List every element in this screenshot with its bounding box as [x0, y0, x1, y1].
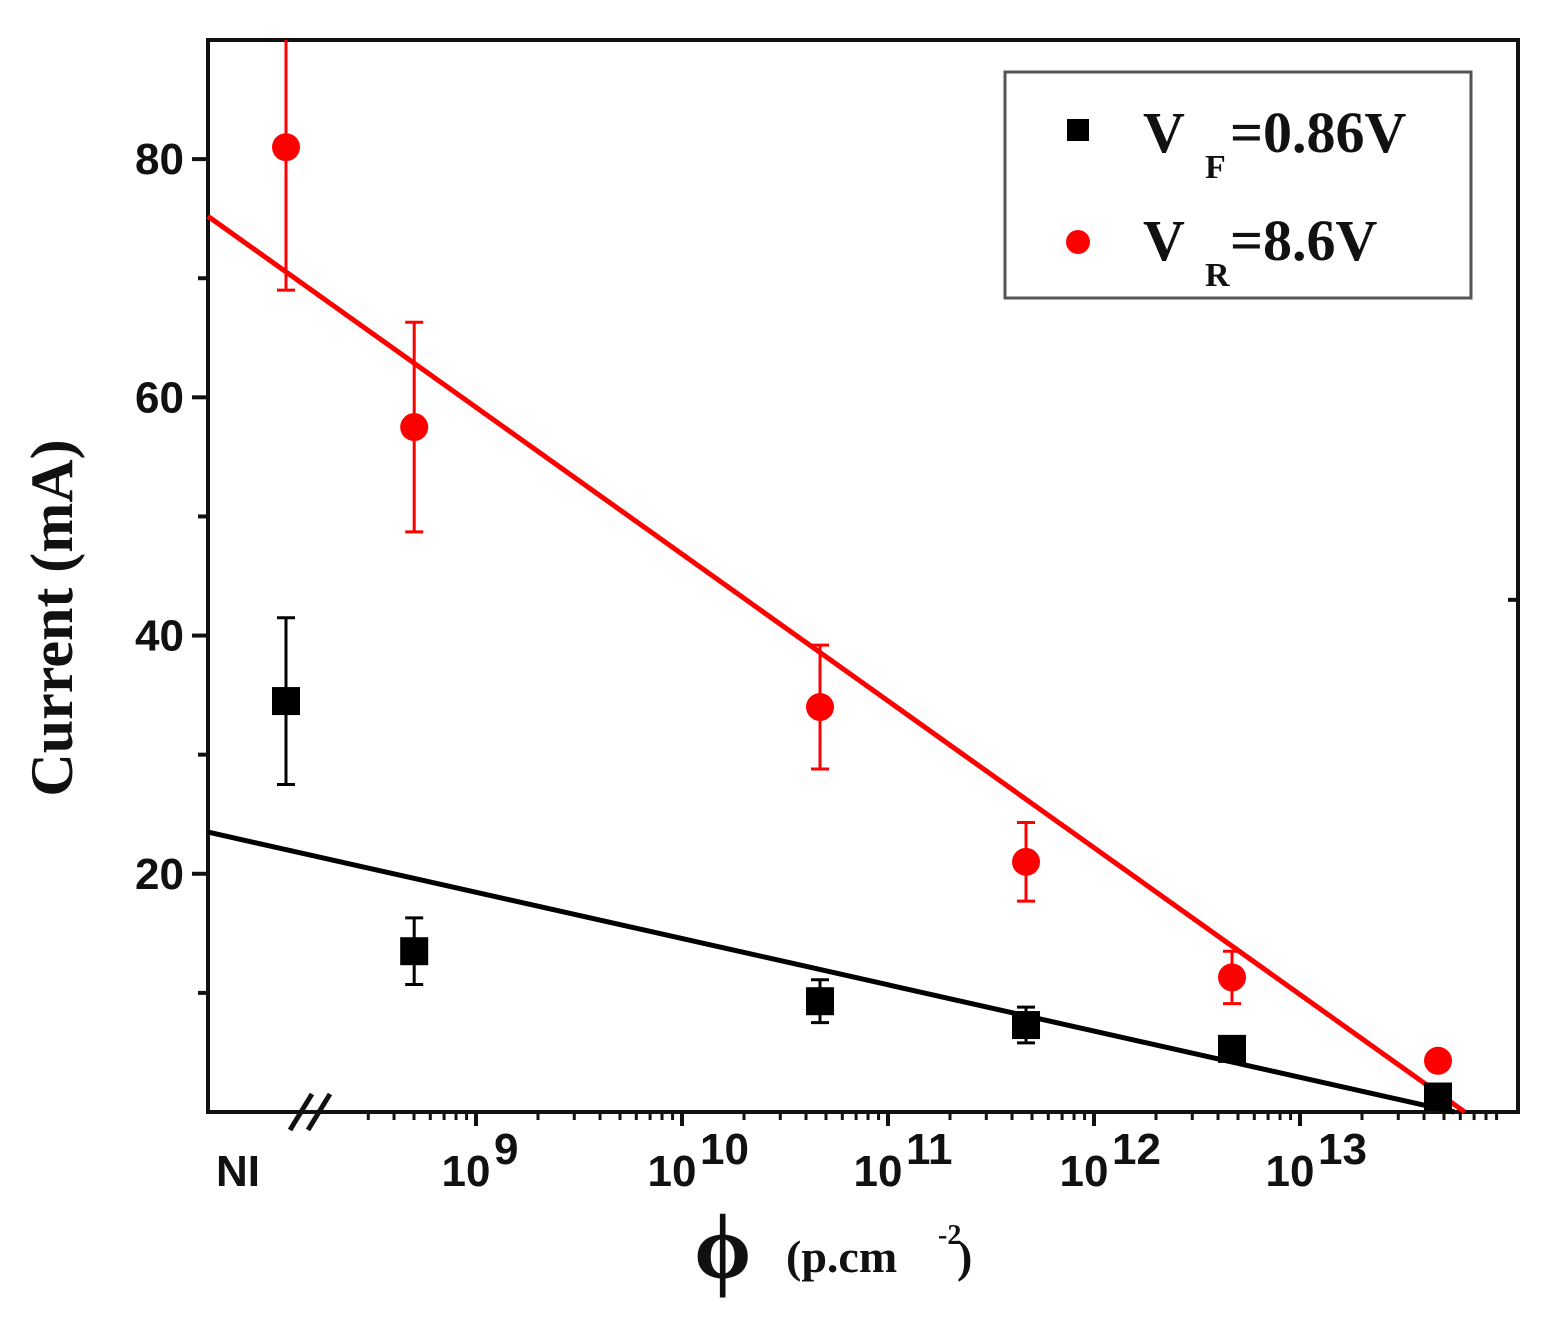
- y-tick-label: 40: [135, 612, 184, 661]
- data-point-vr: [272, 133, 300, 162]
- x-tick-label: 10: [1266, 1147, 1315, 1196]
- fit-line-r: [206, 214, 1467, 1115]
- data-point-vf: [1424, 1082, 1453, 1111]
- data-point-vf: [1012, 1011, 1041, 1040]
- legend-label-vf-main: V: [1143, 100, 1185, 165]
- axis-break-mark: [305, 1092, 333, 1132]
- data-point-vf: [1218, 1034, 1247, 1063]
- x-tick-label-exponent: 13: [1318, 1125, 1367, 1174]
- fit-line-f: [207, 829, 1456, 1115]
- legend-marker-vr: [1066, 230, 1090, 254]
- data-point-vr: [400, 413, 429, 442]
- x-tick-label-exponent: 11: [906, 1125, 953, 1174]
- data-point-vr: [1424, 1046, 1453, 1075]
- plot-frame: [206, 38, 1520, 1114]
- data-point-vr: [1218, 963, 1247, 992]
- data-point-vf: [400, 937, 429, 966]
- data-point-vr: [1012, 847, 1041, 876]
- legend-label-vr-rest: =8.6V: [1230, 208, 1378, 273]
- x-axis-unit-prefix: (p.cm: [786, 1231, 897, 1282]
- x-axis-symbol: ϕ: [694, 1196, 751, 1298]
- data-point-vf: [272, 687, 300, 716]
- x-tick-label: 10: [648, 1147, 697, 1196]
- x-tick-label-ni: NI: [216, 1147, 260, 1196]
- axis-break-mark: [287, 1092, 315, 1132]
- legend-box: [1003, 70, 1473, 300]
- legend-label-vf-rest: =0.86V: [1230, 100, 1407, 165]
- x-tick-label-exponent: 9: [494, 1125, 518, 1174]
- x-tick-label-exponent: 10: [700, 1125, 749, 1174]
- legend-label-vr-sub: R: [1205, 257, 1230, 294]
- x-tick-label-exponent: 12: [1112, 1125, 1161, 1174]
- y-tick-label: 60: [135, 373, 184, 422]
- x-tick-label: 10: [442, 1147, 491, 1196]
- y-tick-label: 20: [135, 850, 184, 899]
- data-point-vr: [806, 693, 835, 722]
- legend-label-vf-sub: F: [1205, 149, 1226, 186]
- legend-marker-vf: [1067, 119, 1089, 141]
- y-tick-label: 80: [135, 135, 184, 184]
- legend: V F =0.86V V R =8.6V: [1003, 70, 1473, 300]
- y-axis-title: Current (mA): [19, 439, 85, 796]
- x-axis-unit-suffix: ): [957, 1231, 972, 1282]
- legend-label-vr-main: V: [1143, 208, 1185, 273]
- x-tick-label: 10: [854, 1147, 903, 1196]
- x-tick-label: 10: [1060, 1147, 1109, 1196]
- x-axis-title: ϕ (p.cm -2 ): [694, 1196, 972, 1298]
- data-point-vf: [806, 987, 835, 1016]
- x-axis-unit-exponent: -2: [938, 1220, 961, 1251]
